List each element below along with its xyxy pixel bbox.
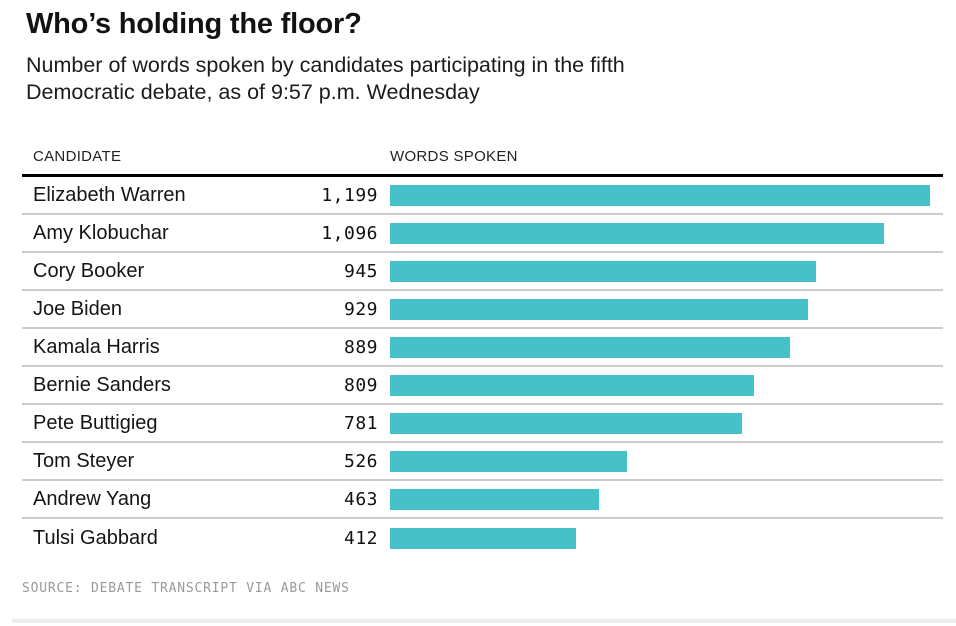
chart-subtitle-line1: Number of words spoken by candidates par… xyxy=(26,53,625,78)
words-spoken-bar xyxy=(390,488,599,510)
words-spoken-value: 526 xyxy=(343,450,378,472)
words-spoken-value: 929 xyxy=(343,298,378,320)
table-body: Elizabeth Warren 1,199 Amy Klobuchar 1,0… xyxy=(22,177,943,557)
candidate-name: Kamala Harris xyxy=(33,335,160,358)
words-spoken-bar xyxy=(390,184,930,206)
bar-track xyxy=(390,184,943,206)
candidate-name: Andrew Yang xyxy=(33,487,152,510)
candidate-name: Tulsi Gabbard xyxy=(33,526,158,549)
words-spoken-bar xyxy=(390,374,754,396)
bar-track xyxy=(390,336,943,358)
bar-track xyxy=(390,412,943,434)
candidate-name: Pete Buttigieg xyxy=(33,411,158,434)
words-spoken-bar xyxy=(390,336,790,358)
words-spoken-value: 781 xyxy=(343,412,378,434)
candidate-name: Amy Klobuchar xyxy=(33,221,169,244)
bar-track xyxy=(390,527,943,549)
words-spoken-value: 1,096 xyxy=(321,222,378,244)
table-row: Tom Steyer 526 xyxy=(22,443,943,482)
chart-subtitle-line2: Democratic debate, as of 9:57 p.m. Wedne… xyxy=(26,80,480,105)
table-row: Pete Buttigieg 781 xyxy=(22,405,943,444)
bar-track xyxy=(390,374,943,396)
candidate-name: Joe Biden xyxy=(33,297,122,320)
column-header-words-spoken: WORDS SPOKEN xyxy=(390,148,518,166)
words-spoken-bar xyxy=(390,298,808,320)
candidate-name: Tom Steyer xyxy=(33,449,135,472)
table-row: Elizabeth Warren 1,199 xyxy=(22,177,943,216)
words-spoken-value: 1,199 xyxy=(321,184,378,206)
table-row: Joe Biden 929 xyxy=(22,291,943,330)
bar-track xyxy=(390,260,943,282)
words-spoken-value: 463 xyxy=(343,488,378,510)
table-row: Tulsi Gabbard 412 xyxy=(22,519,943,557)
words-spoken-value: 889 xyxy=(343,336,378,358)
bar-track xyxy=(390,222,943,244)
bar-chart-table: CANDIDATE WORDS SPOKEN Elizabeth Warren … xyxy=(22,148,943,557)
words-spoken-bar xyxy=(390,412,742,434)
candidate-name: Bernie Sanders xyxy=(33,373,171,396)
words-spoken-bar xyxy=(390,450,627,472)
bar-track xyxy=(390,298,943,320)
bottom-divider xyxy=(12,619,956,623)
bar-track xyxy=(390,488,943,510)
words-spoken-value: 945 xyxy=(343,260,378,282)
column-header-candidate: CANDIDATE xyxy=(33,148,122,166)
table-header-row: CANDIDATE WORDS SPOKEN xyxy=(22,148,943,178)
words-spoken-bar xyxy=(390,260,816,282)
words-spoken-value: 412 xyxy=(343,527,378,549)
chart-subtitle: Number of words spoken by candidates par… xyxy=(26,52,956,106)
chart-card: Who’s holding the floor? Number of words… xyxy=(12,8,956,623)
table-row: Andrew Yang 463 xyxy=(22,481,943,520)
table-row: Kamala Harris 889 xyxy=(22,329,943,368)
words-spoken-value: 809 xyxy=(343,374,378,396)
words-spoken-bar xyxy=(390,222,884,244)
table-row: Bernie Sanders 809 xyxy=(22,367,943,406)
bar-track xyxy=(390,450,943,472)
table-row: Amy Klobuchar 1,096 xyxy=(22,215,943,254)
source-note: SOURCE: DEBATE TRANSCRIPT VIA ABC NEWS xyxy=(22,581,350,597)
words-spoken-bar xyxy=(390,527,576,549)
chart-title: Who’s holding the floor? xyxy=(26,8,362,40)
candidate-name: Cory Booker xyxy=(33,259,145,282)
table-row: Cory Booker 945 xyxy=(22,253,943,292)
candidate-name: Elizabeth Warren xyxy=(33,183,186,206)
